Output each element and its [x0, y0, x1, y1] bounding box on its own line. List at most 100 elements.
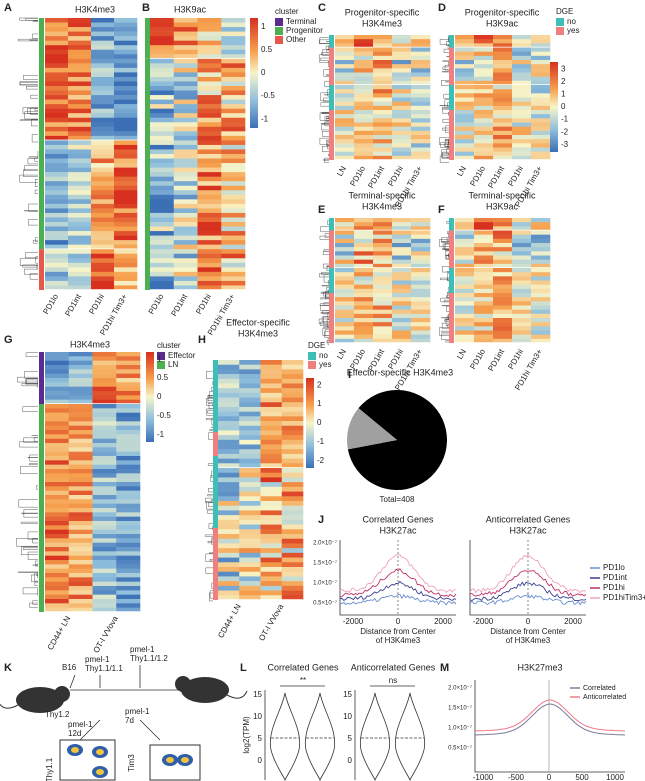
heatmap-cell [411, 238, 431, 244]
heatmap-cell [335, 47, 355, 52]
heatmap-cell [114, 208, 138, 214]
heatmap-cell [281, 416, 304, 422]
heatmap-cell [474, 110, 494, 115]
legend-label: Progenitor [286, 26, 323, 35]
heatmap-cell [455, 155, 475, 161]
heatmap-cell [474, 234, 494, 240]
heatmap-cell [114, 212, 138, 218]
heatmap-cell [474, 101, 494, 107]
heatmap-cell [221, 285, 246, 291]
heatmap-cell [392, 60, 412, 65]
heatmap-cell [197, 63, 222, 69]
heatmap-cell [91, 181, 115, 187]
heatmap-cell [218, 538, 240, 544]
heatmap-cell [373, 139, 393, 144]
heatmap-cell [392, 293, 412, 298]
heatmap-cell [354, 151, 374, 157]
heatmap-cell [239, 562, 261, 568]
heatmap-cell [512, 114, 532, 119]
heatmap-cell [45, 63, 69, 69]
heatmap-cell [45, 560, 70, 565]
heatmap-cell [335, 130, 355, 136]
heatmap-cell [173, 185, 198, 191]
heatmap-cell [68, 456, 93, 461]
heatmap-cell [221, 190, 246, 196]
heatmap-cell [45, 417, 70, 422]
heatmap-cell [68, 190, 92, 196]
legend-label: PD1hi [603, 583, 625, 592]
heatmap-cell [221, 144, 246, 150]
heatmap-cell [197, 222, 222, 227]
heatmap-cell [474, 114, 494, 119]
heatmap-cell [531, 155, 551, 161]
heatmap-cell [260, 491, 283, 497]
heatmap-cell [116, 551, 141, 556]
heatmap-cell [91, 185, 115, 191]
heatmap-cell [68, 117, 92, 123]
heatmap-cell [221, 113, 246, 119]
heatmap-cell [335, 151, 355, 157]
heatmap-cell [116, 577, 141, 582]
heatmap-cell [411, 139, 431, 144]
heatmap-cell [173, 226, 198, 232]
heatmap-cell [45, 486, 70, 491]
y-tick-label: 2.0×10⁻⁷ [313, 540, 337, 547]
heatmap-cell [91, 76, 115, 82]
cluster-bar [329, 85, 334, 110]
heatmap-cell [221, 212, 246, 218]
heatmap-cell [114, 194, 138, 200]
heatmap-cell [531, 226, 551, 231]
heatmap-cell [114, 158, 138, 164]
heatmap-cell [221, 117, 246, 123]
heatmap-cell [411, 47, 431, 52]
heatmap-cell [68, 404, 93, 409]
heatmap-cell [512, 222, 532, 227]
heatmap-cell [373, 301, 393, 306]
heatmap-cell [116, 560, 141, 565]
heatmap-cell [173, 113, 198, 119]
heatmap-cell [221, 67, 246, 73]
heatmap-cell [45, 90, 69, 96]
heatmap-cell [45, 529, 70, 535]
heatmap-cell [114, 86, 138, 91]
heatmap-cell [116, 464, 141, 470]
heatmap-cell [150, 176, 175, 182]
heatmap-cell [45, 547, 70, 552]
color-bar-tick: -2 [561, 127, 569, 136]
heatmap-cell [45, 72, 69, 78]
panel-title: H3K9ac [486, 201, 519, 211]
cluster-bar [449, 230, 454, 268]
heatmap-cell [45, 590, 70, 595]
heatmap-cell [373, 268, 393, 273]
heatmap-cell [354, 51, 374, 57]
legend-swatch [308, 361, 316, 369]
axes [474, 680, 625, 773]
heatmap-cell [474, 297, 494, 302]
heatmap-cell [392, 147, 412, 152]
heatmap-cell [116, 412, 141, 418]
heatmap-cell [455, 80, 475, 86]
heatmap-cell [335, 118, 355, 123]
heatmap-cell [45, 369, 70, 374]
heatmap-cell [45, 231, 69, 236]
heatmap-cell [335, 230, 355, 235]
heatmap-cell [91, 267, 115, 273]
heatmap-cell [45, 194, 69, 200]
heatmap-cell [221, 253, 246, 259]
heatmap-cell [455, 151, 475, 157]
heatmap-cell [221, 163, 246, 168]
heatmap-cell [218, 524, 240, 530]
heatmap-cell [45, 267, 69, 273]
heatmap-cell [335, 97, 355, 102]
heatmap-cell [45, 568, 70, 574]
heatmap-cell [455, 101, 475, 107]
heatmap-cell [512, 251, 532, 256]
heatmap-cell [373, 255, 393, 260]
heatmap-cell [91, 253, 115, 259]
heatmap-cell [150, 113, 175, 119]
heatmap-cell [68, 181, 92, 187]
heatmap-cell [354, 338, 374, 344]
heatmap-cell [512, 47, 532, 52]
heatmap-cell [221, 262, 246, 268]
heatmap-cell [92, 443, 117, 448]
